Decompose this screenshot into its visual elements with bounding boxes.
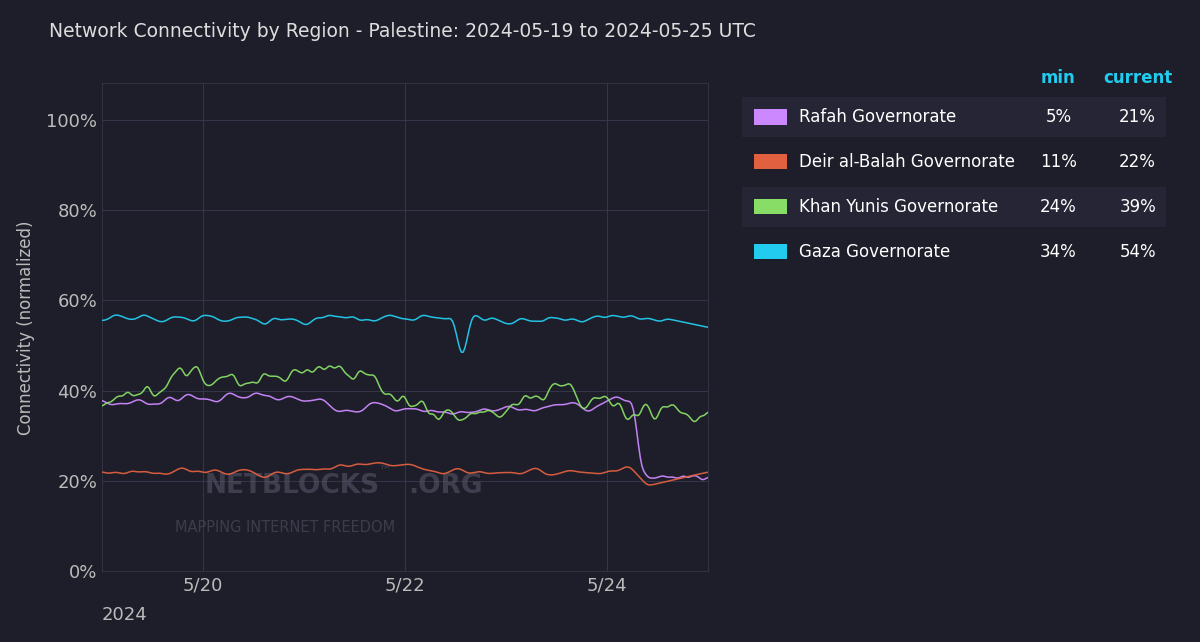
Text: 39%: 39%	[1120, 198, 1156, 216]
Text: Network Connectivity by Region - Palestine: 2024-05-19 to 2024-05-25 UTC: Network Connectivity by Region - Palesti…	[48, 22, 756, 42]
Text: 5%: 5%	[1045, 108, 1072, 126]
Text: 54%: 54%	[1120, 243, 1156, 261]
Text: Rafah Governorate: Rafah Governorate	[799, 108, 956, 126]
Text: 34%: 34%	[1040, 243, 1076, 261]
Text: ™: ™	[378, 465, 390, 478]
Text: 24%: 24%	[1040, 198, 1076, 216]
Text: Khan Yunis Governorate: Khan Yunis Governorate	[799, 198, 998, 216]
Text: .ORG: .ORG	[408, 473, 482, 499]
Text: 22%: 22%	[1120, 153, 1156, 171]
Text: min: min	[1042, 69, 1075, 87]
Text: Deir al-Balah Governorate: Deir al-Balah Governorate	[799, 153, 1015, 171]
Text: 2024: 2024	[102, 605, 148, 623]
Text: Gaza Governorate: Gaza Governorate	[799, 243, 950, 261]
Text: current: current	[1103, 69, 1172, 87]
Text: MAPPING INTERNET FREEDOM: MAPPING INTERNET FREEDOM	[175, 520, 395, 535]
Text: NETBLOCKS: NETBLOCKS	[205, 473, 380, 499]
Text: 11%: 11%	[1040, 153, 1076, 171]
Y-axis label: Connectivity (normalized): Connectivity (normalized)	[17, 220, 35, 435]
Text: 21%: 21%	[1120, 108, 1156, 126]
